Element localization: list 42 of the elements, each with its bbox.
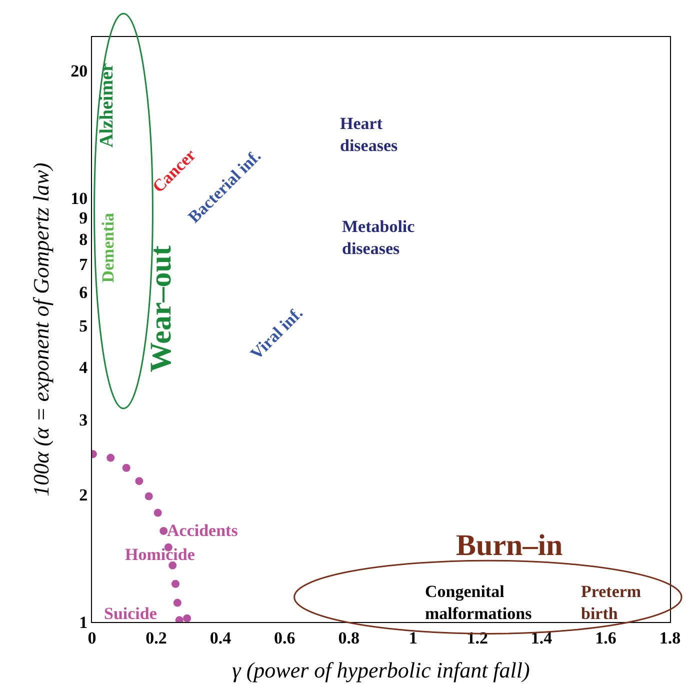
y-tick-label: 9 (79, 208, 88, 228)
x-tick-label: 0.6 (274, 628, 296, 648)
x-tick-label: 1.8 (659, 628, 681, 648)
point (122, 464, 130, 472)
x-tick-label: 0 (88, 628, 96, 648)
y-axis-title: 100α (α = exponent of Gompertz law) (28, 162, 54, 496)
point (154, 508, 162, 517)
y-tick-label: 3 (79, 410, 88, 430)
x-tick-label: 0.2 (146, 628, 167, 648)
y-tick-label: 2 (79, 485, 88, 504)
y-tick-label: 8 (79, 230, 88, 250)
point (183, 614, 192, 622)
point (171, 580, 180, 588)
point (168, 561, 177, 570)
annotation: Metabolic diseases (342, 217, 416, 258)
annotation: Preterm birth (581, 582, 642, 624)
y-tick-label: 1 (79, 612, 88, 632)
annotation: Accidents (167, 521, 238, 540)
annotation: Burn–in (456, 529, 564, 562)
annotation: Homicide (125, 545, 196, 564)
point (106, 454, 115, 462)
point (135, 477, 144, 486)
x-tick-label: 1.4 (530, 628, 553, 648)
x-tick-label: 0.4 (210, 628, 232, 648)
annotation: Wear–out (144, 246, 178, 372)
point (173, 598, 182, 607)
y-tick-label: 7 (79, 254, 88, 274)
annotation: Alzheimer (96, 62, 118, 148)
y-tick-label: 5 (79, 316, 88, 336)
x-tick-label: 1.6 (595, 628, 616, 648)
annotation: Heart diseases (340, 114, 398, 156)
annotation: Dementia (98, 212, 118, 283)
annotation: Suicide (104, 604, 158, 623)
x-axis-title: γ (power of hyperbolic infant fall) (232, 657, 530, 682)
y-tick-label: 10 (70, 189, 88, 208)
x-tick-label: 1 (408, 628, 418, 648)
y-tick-label: 4 (79, 358, 88, 377)
y-tick-label: 6 (79, 283, 88, 302)
x-tick-label: 0.8 (338, 628, 360, 648)
y-tick-label: 20 (70, 62, 88, 81)
annotation: Congenital malformations (425, 582, 532, 624)
point (144, 492, 153, 500)
